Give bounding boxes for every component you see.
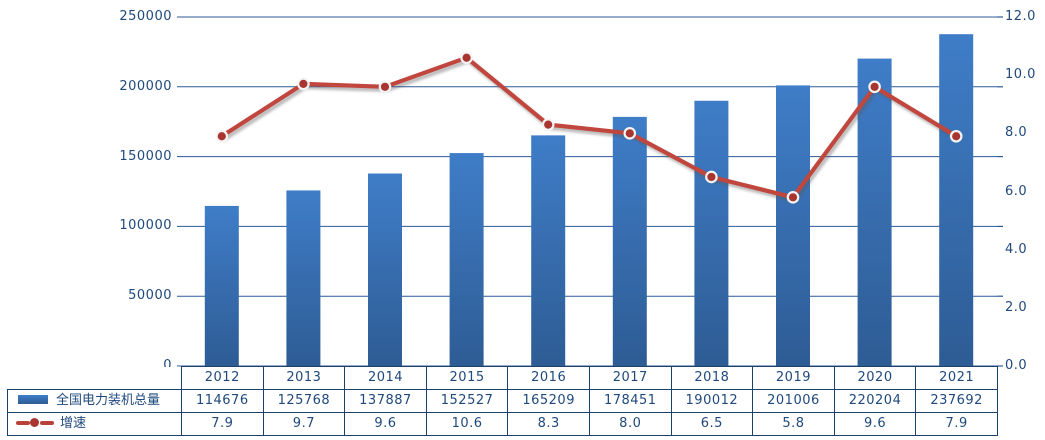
bar-2015 [449,153,484,366]
growth-value-cell: 8.3 [507,412,590,436]
capacity-value-cell: 114676 [181,389,264,413]
growth-value-cell: 5.8 [752,412,835,436]
y-axis-left-tick-label: 50000 [128,288,172,304]
growth-marker-2019 [786,191,800,204]
growth-value-cell: 7.9 [181,412,264,436]
capacity-value-cell: 201006 [752,389,835,413]
capacity-value-cell: 220204 [833,389,917,413]
year-cell: 2020 [833,366,917,390]
capacity-value-cell: 125768 [262,389,346,413]
year-cell: 2016 [507,366,590,390]
capacity-value-cell: 190012 [670,389,754,413]
capacity-value-cell: 165209 [507,389,590,413]
bar-series-label: 全国电力装机总量 [56,393,161,408]
table-row-capacity: 全国电力装机总量 114676 125768 137887 152527 165209 17… [7,389,998,413]
year-cell: 2015 [425,366,509,390]
y-axis-right-tick-label: 8.0 [1005,125,1028,141]
line-series-label: 增速 [60,416,87,431]
growth-value-cell: 9.6 [344,412,427,436]
growth-line-shadow [221,58,961,203]
capacity-value-cell: 237692 [915,389,998,413]
bar-2014 [368,173,402,366]
y-axis-right-tick-label: 2.0 [1005,299,1028,315]
growth-value-cell: 7.9 [915,412,998,436]
bar-2016 [531,135,566,366]
y-axis-left-tick-label: 150000 [119,148,172,164]
growth-marker-2015 [460,51,473,65]
y-axis-right-tick-label: 6.0 [1005,183,1028,199]
growth-value-cell: 9.7 [262,412,346,436]
bar-2013 [286,190,321,366]
capacity-value-cell: 152527 [425,389,509,413]
bar-2012 [204,205,239,366]
growth-marker-2014 [378,80,392,94]
year-cell: 2021 [915,366,998,390]
year-cell: 2012 [181,366,264,390]
y-axis-right-tick-label: 10.0 [1005,67,1036,83]
year-cell: 2014 [344,366,427,390]
y-axis-left-tick-label: 200000 [119,78,172,94]
growth-line [219,55,959,200]
growth-marker-2012 [215,129,229,143]
y-axis-right-tick-label: 0.0 [1005,358,1028,373]
growth-value-cell: 6.5 [670,412,754,436]
year-cell: 2017 [588,366,672,390]
y-axis-left-tick-label: 0 [163,358,172,373]
bar-2019 [776,85,810,366]
year-cell: 2013 [262,366,346,390]
capacity-value-cell: 178451 [588,389,672,413]
growth-value-cell: 8.0 [588,412,672,436]
capacity-value-cell: 137887 [344,389,427,413]
chart-data-table: 2012 2013 2014 2015 2016 2017 2018 2019 2020 2021… [7,366,998,436]
legend-capacity: 全国电力装机总量 [7,389,182,413]
y-axis-right-tick-label: 12.0 [1005,9,1036,24]
growth-marker-2018 [705,170,718,184]
year-cell: 2019 [752,366,835,390]
bar-series-swatch-icon [18,395,48,404]
table-row-growth: 增速 7.9 9.7 9.6 10.6 8.3 8.0 6.5 5.8 9.6 7.9 [7,412,998,436]
bar-2021 [939,34,974,366]
table-corner-blank [7,366,182,390]
table-row-years: 2012 2013 2014 2015 2016 2017 2018 2019 2020 2021 [7,366,998,390]
growth-marker-2020 [868,80,881,94]
y-axis-left-tick-label: 250000 [119,9,172,24]
growth-marker-2013 [297,77,310,91]
line-series-swatch-icon [16,418,54,428]
growth-value-cell: 9.6 [833,412,917,436]
growth-value-cell: 10.6 [425,412,509,436]
bar-2018 [694,100,729,366]
bar-2017 [612,116,647,366]
year-cell: 2018 [670,366,754,390]
growth-marker-2016 [541,118,555,131]
y-axis-right-tick-label: 4.0 [1005,241,1028,257]
legend-growth: 增速 [7,412,182,436]
y-axis-left-tick-label: 100000 [119,218,172,234]
growth-marker-2021 [949,129,963,143]
growth-marker-2017 [623,127,637,140]
